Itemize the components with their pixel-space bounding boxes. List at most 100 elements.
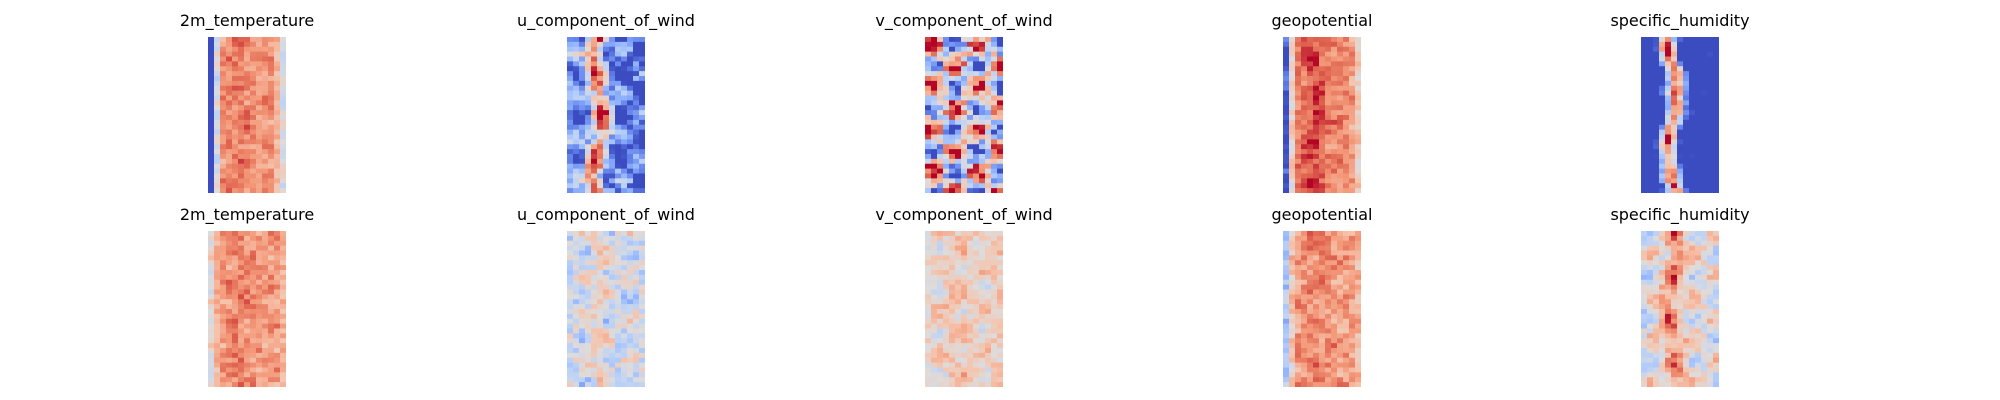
heatmap-cell	[961, 357, 968, 364]
heatmap-cell	[1641, 119, 1648, 126]
heatmap-cell	[1683, 367, 1690, 373]
heatmap-cell	[1713, 240, 1719, 247]
heatmap-cell	[1337, 343, 1344, 349]
heatmap-cell	[1695, 105, 1702, 111]
heatmap-cell	[1653, 46, 1660, 53]
heatmap-cell	[567, 323, 574, 329]
heatmap-cell	[1343, 154, 1350, 160]
heatmap-cell	[1677, 71, 1684, 77]
heatmap-cell	[1349, 100, 1356, 106]
heatmap-cell	[256, 343, 263, 349]
heatmap-cell	[1283, 294, 1290, 300]
heatmap-cell	[244, 294, 251, 300]
heatmap-cell	[1647, 37, 1654, 43]
heatmap-cell	[991, 318, 998, 325]
heatmap-cell	[1313, 119, 1320, 126]
heatmap-cell	[931, 41, 938, 48]
heatmap-image	[1283, 231, 1361, 387]
heatmap-cell	[1707, 299, 1714, 305]
heatmap-cell	[567, 119, 574, 126]
heatmap-cell	[949, 231, 956, 237]
heatmap-cell	[1683, 129, 1690, 135]
heatmap-cell	[1683, 105, 1690, 111]
heatmap-cell	[1665, 149, 1672, 155]
heatmap-cell	[967, 46, 974, 53]
heatmap-cell	[615, 56, 622, 62]
heatmap-cell	[991, 178, 998, 184]
heatmap-cell	[244, 231, 251, 237]
heatmap-cell	[1707, 100, 1714, 106]
heatmap-cell	[1653, 110, 1660, 116]
heatmap-cell	[1289, 299, 1296, 305]
heatmap-cell	[615, 124, 622, 131]
heatmap-cell	[937, 46, 944, 53]
heatmap-cell	[208, 270, 215, 276]
heatmap-cell	[955, 328, 962, 334]
heatmap-cell	[573, 352, 580, 359]
heatmap-cell	[1301, 231, 1308, 237]
heatmap-cell	[208, 313, 215, 320]
heatmap-cell	[597, 56, 604, 62]
heatmap-cell	[949, 260, 956, 266]
heatmap-cell	[1349, 313, 1356, 320]
heatmap-cell	[268, 149, 275, 155]
heatmap-cell	[585, 173, 592, 179]
heatmap-cell	[244, 382, 251, 387]
heatmap-cell	[985, 382, 992, 387]
heatmap-cell	[937, 85, 944, 92]
heatmap-cell	[1713, 279, 1719, 286]
heatmap-cell	[603, 255, 610, 261]
heatmap-cell	[232, 270, 239, 276]
heatmap-cell	[567, 90, 574, 96]
heatmap-cell	[1331, 313, 1338, 320]
heatmap-cell	[1319, 338, 1326, 344]
heatmap-cell	[1659, 173, 1666, 179]
heatmap-cell	[226, 367, 233, 373]
heatmap-cell	[615, 154, 622, 160]
heatmap-cell	[226, 100, 233, 106]
heatmap-cell	[1337, 124, 1344, 131]
heatmap-cell	[585, 265, 592, 271]
heatmap-cell	[1295, 168, 1302, 174]
heatmap-cell	[262, 188, 269, 193]
heatmap-cell	[268, 250, 275, 256]
heatmap-cell	[1653, 105, 1660, 111]
heatmap-cell	[609, 66, 616, 72]
heatmap-cell	[937, 110, 944, 116]
heatmap-cell	[991, 95, 998, 101]
heatmap-cell	[579, 178, 586, 184]
heatmap-cell	[967, 110, 974, 116]
heatmap-cell	[1337, 188, 1344, 193]
heatmap-cell	[1683, 154, 1690, 160]
heatmap-cell	[591, 85, 598, 92]
heatmap-cell	[1307, 41, 1314, 48]
heatmap-cell	[1319, 158, 1326, 165]
heatmap-cell	[1701, 318, 1708, 325]
heatmap-cell	[979, 71, 986, 77]
heatmap-cell	[1707, 294, 1714, 300]
heatmap-cell	[1647, 90, 1654, 96]
heatmap-cell	[633, 323, 640, 329]
heatmap-cell	[961, 260, 968, 266]
heatmap-cell	[597, 309, 604, 315]
heatmap-cell	[1331, 294, 1338, 300]
heatmap-cell	[585, 110, 592, 116]
heatmap-cell	[1665, 163, 1672, 170]
heatmap-cell	[1301, 274, 1308, 281]
heatmap-cell	[979, 260, 986, 266]
heatmap-cell	[1695, 250, 1702, 256]
heatmap-cell	[579, 168, 586, 174]
heatmap-cell	[967, 245, 974, 251]
heatmap-cell	[1283, 51, 1290, 57]
heatmap-cell	[1665, 245, 1672, 251]
heatmap-cell	[1713, 163, 1719, 170]
heatmap-cell	[1701, 250, 1708, 256]
heatmap-cell	[214, 163, 221, 170]
heatmap-cell	[991, 144, 998, 150]
heatmap-cell	[579, 279, 586, 286]
heatmap-cell	[609, 119, 616, 126]
heatmap-cell	[567, 377, 574, 383]
heatmap-cell	[615, 76, 622, 82]
heatmap-cell	[244, 372, 251, 378]
heatmap-cell	[1659, 158, 1666, 165]
